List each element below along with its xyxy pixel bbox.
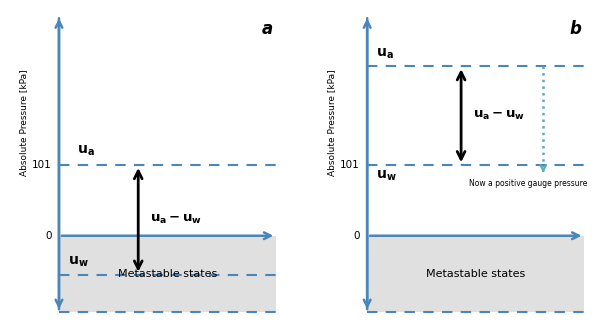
Text: Metastable states: Metastable states xyxy=(426,269,526,279)
Text: Metastable states: Metastable states xyxy=(118,269,217,279)
Text: b: b xyxy=(570,20,581,38)
Text: $\mathbf{u_a}$: $\mathbf{u_a}$ xyxy=(77,144,95,158)
Text: Now a positive gauge pressure: Now a positive gauge pressure xyxy=(470,179,588,188)
Text: 101: 101 xyxy=(340,160,360,170)
Text: a: a xyxy=(262,20,273,38)
Text: 0: 0 xyxy=(353,231,360,241)
Text: $\mathbf{u_w}$: $\mathbf{u_w}$ xyxy=(68,254,88,269)
Text: Absolute Pressure [kPa]: Absolute Pressure [kPa] xyxy=(19,69,28,176)
Bar xyxy=(367,236,585,312)
Text: $\mathbf{u_a - u_w}$: $\mathbf{u_a - u_w}$ xyxy=(473,109,525,122)
Text: $\mathbf{u_a - u_w}$: $\mathbf{u_a - u_w}$ xyxy=(150,213,202,226)
Bar xyxy=(59,236,276,312)
Text: $\mathbf{u_w}$: $\mathbf{u_w}$ xyxy=(376,169,397,183)
Text: Absolute Pressure [kPa]: Absolute Pressure [kPa] xyxy=(327,69,336,176)
Text: 101: 101 xyxy=(32,160,52,170)
Text: 0: 0 xyxy=(45,231,52,241)
Text: $\mathbf{u_a}$: $\mathbf{u_a}$ xyxy=(376,46,394,60)
